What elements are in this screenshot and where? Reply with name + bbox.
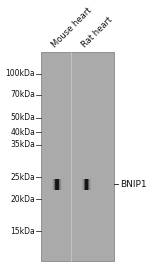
Bar (75, 179, 76, 190)
Bar (82, 179, 83, 190)
Bar (67, 179, 68, 190)
Bar (66, 179, 67, 190)
Bar (92, 179, 93, 190)
Bar (91, 179, 92, 190)
Bar (49, 179, 50, 190)
Bar (87, 179, 88, 190)
Bar (95, 179, 96, 190)
Bar (63, 179, 64, 190)
Bar (65, 179, 66, 190)
Bar (83, 179, 84, 190)
Bar (93, 179, 94, 190)
Bar (89, 179, 90, 190)
Bar (84, 179, 85, 190)
Bar (51, 179, 52, 190)
Text: Rat heart: Rat heart (80, 15, 114, 49)
Bar (64, 179, 65, 190)
Bar (79, 179, 80, 190)
Bar (60, 179, 61, 190)
Bar (59, 179, 60, 190)
Text: 20kDa: 20kDa (11, 194, 35, 203)
Text: 35kDa: 35kDa (10, 140, 35, 149)
Bar (86, 179, 87, 190)
Bar (62, 179, 63, 190)
Bar (48, 179, 49, 190)
Text: BNIP1: BNIP1 (120, 180, 146, 189)
Bar (80, 179, 81, 190)
Bar (81, 179, 82, 190)
Bar (88, 179, 89, 190)
Bar (47, 179, 48, 190)
Text: 15kDa: 15kDa (11, 227, 35, 236)
Bar (61, 179, 62, 190)
Text: 25kDa: 25kDa (11, 172, 35, 182)
Bar (68, 179, 69, 190)
Text: 50kDa: 50kDa (10, 113, 35, 122)
Bar (78, 179, 79, 190)
Text: 40kDa: 40kDa (10, 128, 35, 137)
Bar (50, 179, 51, 190)
Bar (77, 179, 78, 190)
Bar (96, 179, 97, 190)
Bar (58, 179, 59, 190)
Bar (54, 179, 55, 190)
Bar (45, 179, 46, 190)
Bar (85, 179, 86, 190)
Bar (52, 179, 53, 190)
Bar (94, 179, 95, 190)
Bar (55, 179, 56, 190)
Text: 70kDa: 70kDa (10, 90, 35, 99)
Bar (41, 52, 114, 261)
Bar (46, 179, 47, 190)
Bar (53, 179, 54, 190)
Text: Mouse heart: Mouse heart (50, 6, 94, 49)
Bar (57, 179, 58, 190)
Bar (56, 179, 57, 190)
Bar (97, 179, 98, 190)
Bar (76, 179, 77, 190)
Text: 100kDa: 100kDa (6, 69, 35, 78)
Bar (90, 179, 91, 190)
